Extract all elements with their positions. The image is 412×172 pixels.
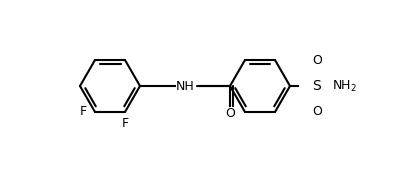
Text: F: F bbox=[122, 117, 129, 131]
Text: F: F bbox=[80, 105, 87, 119]
Text: O: O bbox=[312, 105, 322, 118]
Text: NH$_2$: NH$_2$ bbox=[332, 78, 356, 94]
Text: O: O bbox=[312, 54, 322, 67]
Text: S: S bbox=[313, 79, 321, 93]
Text: NH: NH bbox=[176, 79, 194, 93]
Text: O: O bbox=[225, 106, 235, 120]
